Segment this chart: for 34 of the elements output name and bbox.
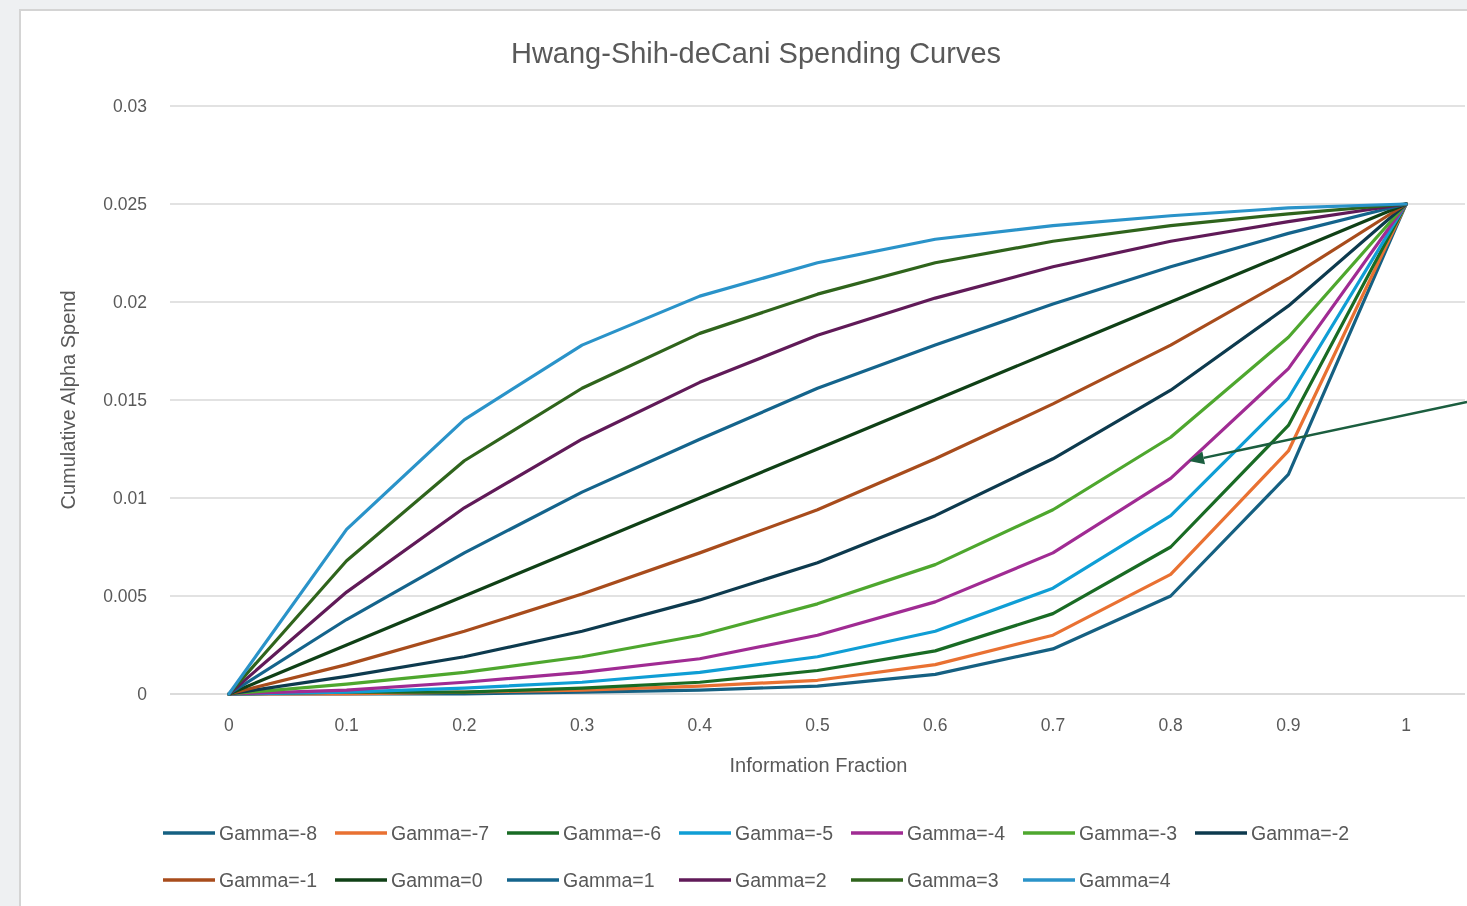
legend-label: Gamma=0: [391, 869, 483, 891]
y-tick-label: 0.005: [103, 586, 147, 606]
legend-label: Gamma=2: [735, 869, 827, 891]
x-tick-label: 0: [224, 715, 234, 735]
y-axis-title: Cumulative Alpha Spend: [57, 290, 79, 510]
legend-label: Gamma=1: [563, 869, 655, 891]
x-tick-label: 0.3: [569, 715, 595, 735]
legend-label: Gamma=-3: [1079, 822, 1178, 844]
legend-label: Gamma=-1: [219, 869, 318, 891]
x-tick-label: 0.6: [923, 715, 948, 735]
x-tick-label: 0.2: [452, 715, 477, 735]
y-tick-label: 0.015: [103, 390, 147, 410]
x-tick-label: 0.5: [805, 715, 830, 735]
legend-label: Gamma=-4: [907, 822, 1006, 844]
legend-label: Gamma=-2: [1251, 822, 1350, 844]
x-tick-label: 0.9: [1276, 715, 1301, 735]
legend-label: Gamma=-5: [735, 822, 834, 844]
x-axis-title: Information Fraction: [729, 754, 908, 776]
y-tick-label: 0.02: [112, 292, 147, 312]
legend-label: Gamma=-6: [563, 822, 662, 844]
legend-label: Gamma=-7: [391, 822, 490, 844]
legend-label: Gamma=3: [907, 869, 999, 891]
chart-title: Hwang-Shih-deCani Spending Curves: [510, 37, 1002, 69]
y-tick-label: 0.01: [112, 488, 147, 508]
legend-label: Gamma=4: [1079, 869, 1171, 891]
y-tick-label: 0: [137, 684, 148, 704]
x-tick-label: 0.1: [334, 715, 359, 735]
x-tick-label: 1: [1401, 715, 1411, 735]
x-tick-label: 0.7: [1040, 715, 1066, 735]
y-tick-label: 0.03: [112, 96, 147, 116]
x-tick-label: 0.4: [687, 715, 713, 735]
legend-label: Gamma=-8: [219, 822, 318, 844]
y-tick-label: 0.025: [103, 194, 147, 214]
x-tick-label: 0.8: [1158, 715, 1183, 735]
